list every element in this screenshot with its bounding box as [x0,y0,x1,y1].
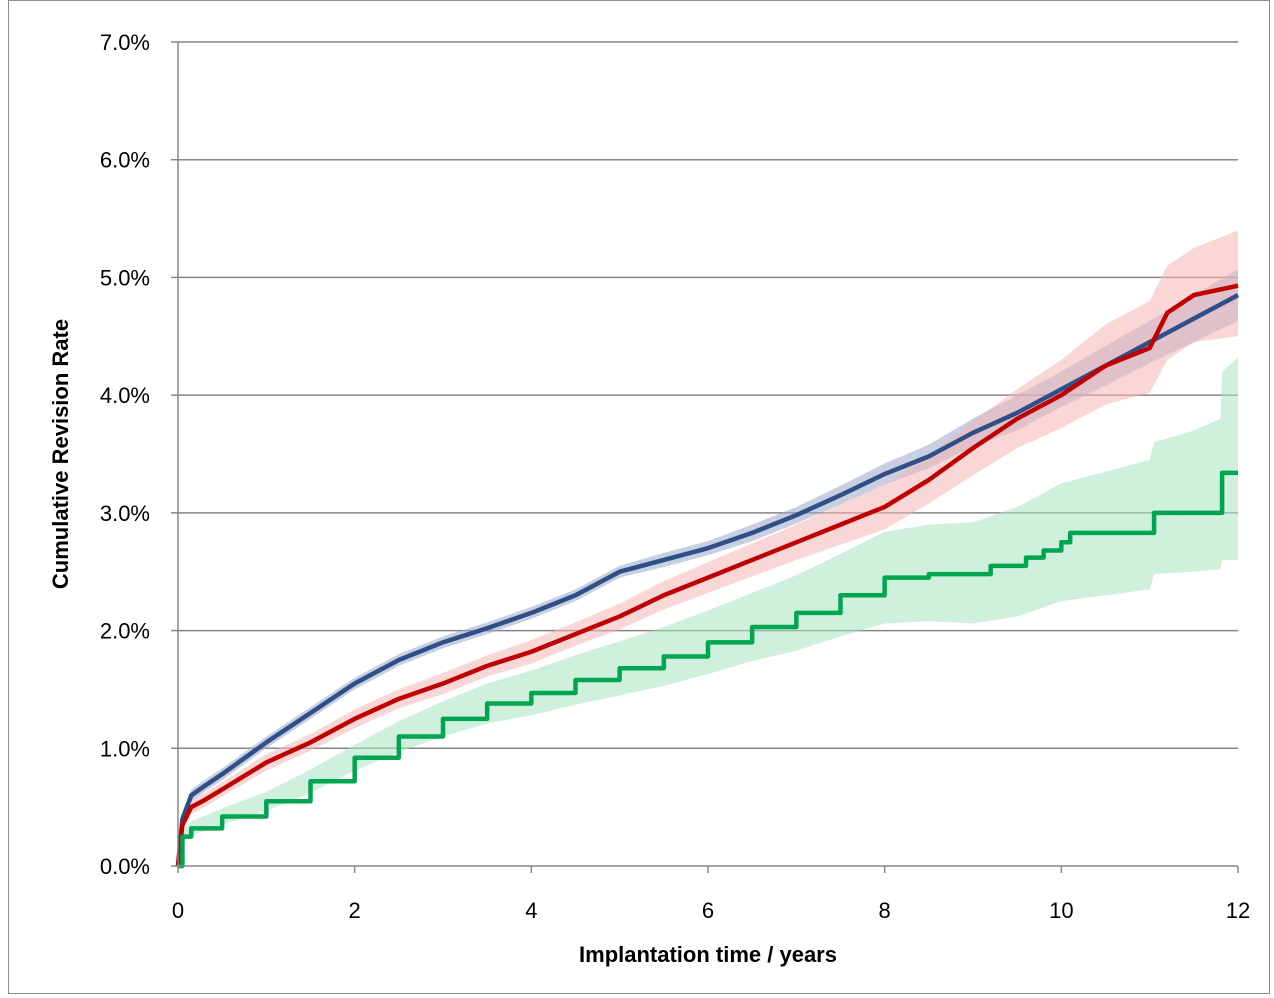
y-tick-label: 3.0% [100,501,150,526]
x-tick-labels: 0 2 4 6 8 10 12 [172,898,1250,923]
x-tick-label: 12 [1226,898,1250,923]
y-axis-title: Cumulative Revision Rate [48,319,73,589]
x-tick-label: 6 [702,898,714,923]
y-tick-label: 4.0% [100,383,150,408]
chart-frame [8,0,1270,994]
series-line [178,470,1238,869]
confidence-band [178,357,1238,866]
x-tick-label: 4 [525,898,537,923]
y-tick-labels: 0.0% 1.0% 2.0% 3.0% 4.0% 5.0% 6.0% 7.0% [100,30,150,879]
x-tick-label: 0 [172,898,184,923]
x-tick-label: 10 [1049,898,1073,923]
x-tick-label: 2 [349,898,361,923]
y-tick-label: 2.0% [100,619,150,644]
series-lines [175,283,1240,869]
y-tick-label: 1.0% [100,736,150,761]
confidence-bands [178,230,1238,867]
series-line [175,293,1240,867]
y-tick-label: 6.0% [100,148,150,173]
y-tick-label: 7.0% [100,30,150,55]
y-tick-label: 0.0% [100,854,150,879]
axes [171,41,1239,873]
y-tick-label: 5.0% [100,265,150,290]
series-line [175,283,1239,867]
x-axis-title: Implantation time / years [579,942,837,967]
x-tick-label: 8 [879,898,891,923]
